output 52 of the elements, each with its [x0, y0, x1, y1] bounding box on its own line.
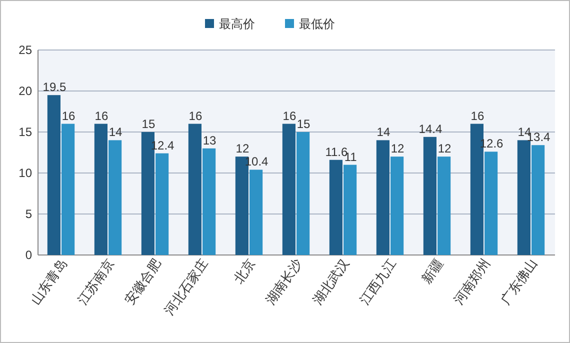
- bar: [532, 145, 545, 255]
- bar: [517, 140, 530, 255]
- y-tick-label: 5: [25, 207, 32, 221]
- x-tick-label: 江苏南京: [74, 256, 117, 308]
- data-label: 12: [236, 142, 250, 156]
- legend-label: 最高价: [219, 17, 255, 31]
- y-tick-label: 20: [18, 84, 32, 98]
- x-tick-label: 新疆: [418, 256, 446, 286]
- data-label: 16: [94, 108, 108, 123]
- data-label: 14.4: [418, 122, 442, 136]
- data-label: 12: [390, 142, 405, 156]
- y-tick-label: 15: [18, 125, 32, 139]
- bar: [202, 148, 216, 255]
- bar: [344, 164, 357, 255]
- bar: [94, 124, 108, 255]
- bar: [282, 124, 296, 255]
- data-label: 15: [296, 117, 311, 131]
- bar: [438, 156, 451, 255]
- y-tick-label: 0: [25, 248, 32, 262]
- bar: [47, 95, 60, 255]
- x-tick-label: 北京: [230, 256, 258, 286]
- bar: [390, 156, 404, 255]
- data-label: 16: [282, 108, 296, 123]
- x-tick-label: 广东佛山: [498, 256, 540, 308]
- x-tick-label: 安徽合肥: [122, 256, 164, 308]
- bar: [484, 152, 498, 255]
- x-tick-label: 河南郑州: [450, 256, 493, 308]
- data-label: 14: [376, 125, 390, 140]
- data-label: 15: [142, 117, 156, 131]
- bar: [423, 136, 436, 255]
- bar: [250, 170, 263, 255]
- y-tick-label: 10: [18, 166, 32, 180]
- data-label: 16: [470, 108, 484, 123]
- data-label: 12: [438, 142, 452, 156]
- data-label: 16: [62, 108, 76, 123]
- data-label: 13: [202, 133, 217, 148]
- data-label: 14: [108, 125, 123, 140]
- bar: [62, 124, 75, 255]
- x-tick-label: 湖北武汉: [310, 256, 352, 308]
- data-label: 19.5: [42, 80, 66, 94]
- bar: [188, 124, 202, 255]
- x-tick-label: 江西九江: [356, 256, 399, 308]
- legend-label: 最低价: [299, 17, 335, 31]
- bar: [376, 140, 390, 255]
- data-label: 16: [188, 108, 202, 123]
- x-tick-label: 湖南长沙: [262, 256, 305, 308]
- bar: [108, 140, 122, 255]
- y-tick-label: 25: [18, 43, 32, 57]
- bar: [329, 160, 342, 255]
- bar: [296, 132, 310, 255]
- bar: [156, 153, 169, 255]
- x-tick-label: 河北石家庄: [161, 256, 211, 318]
